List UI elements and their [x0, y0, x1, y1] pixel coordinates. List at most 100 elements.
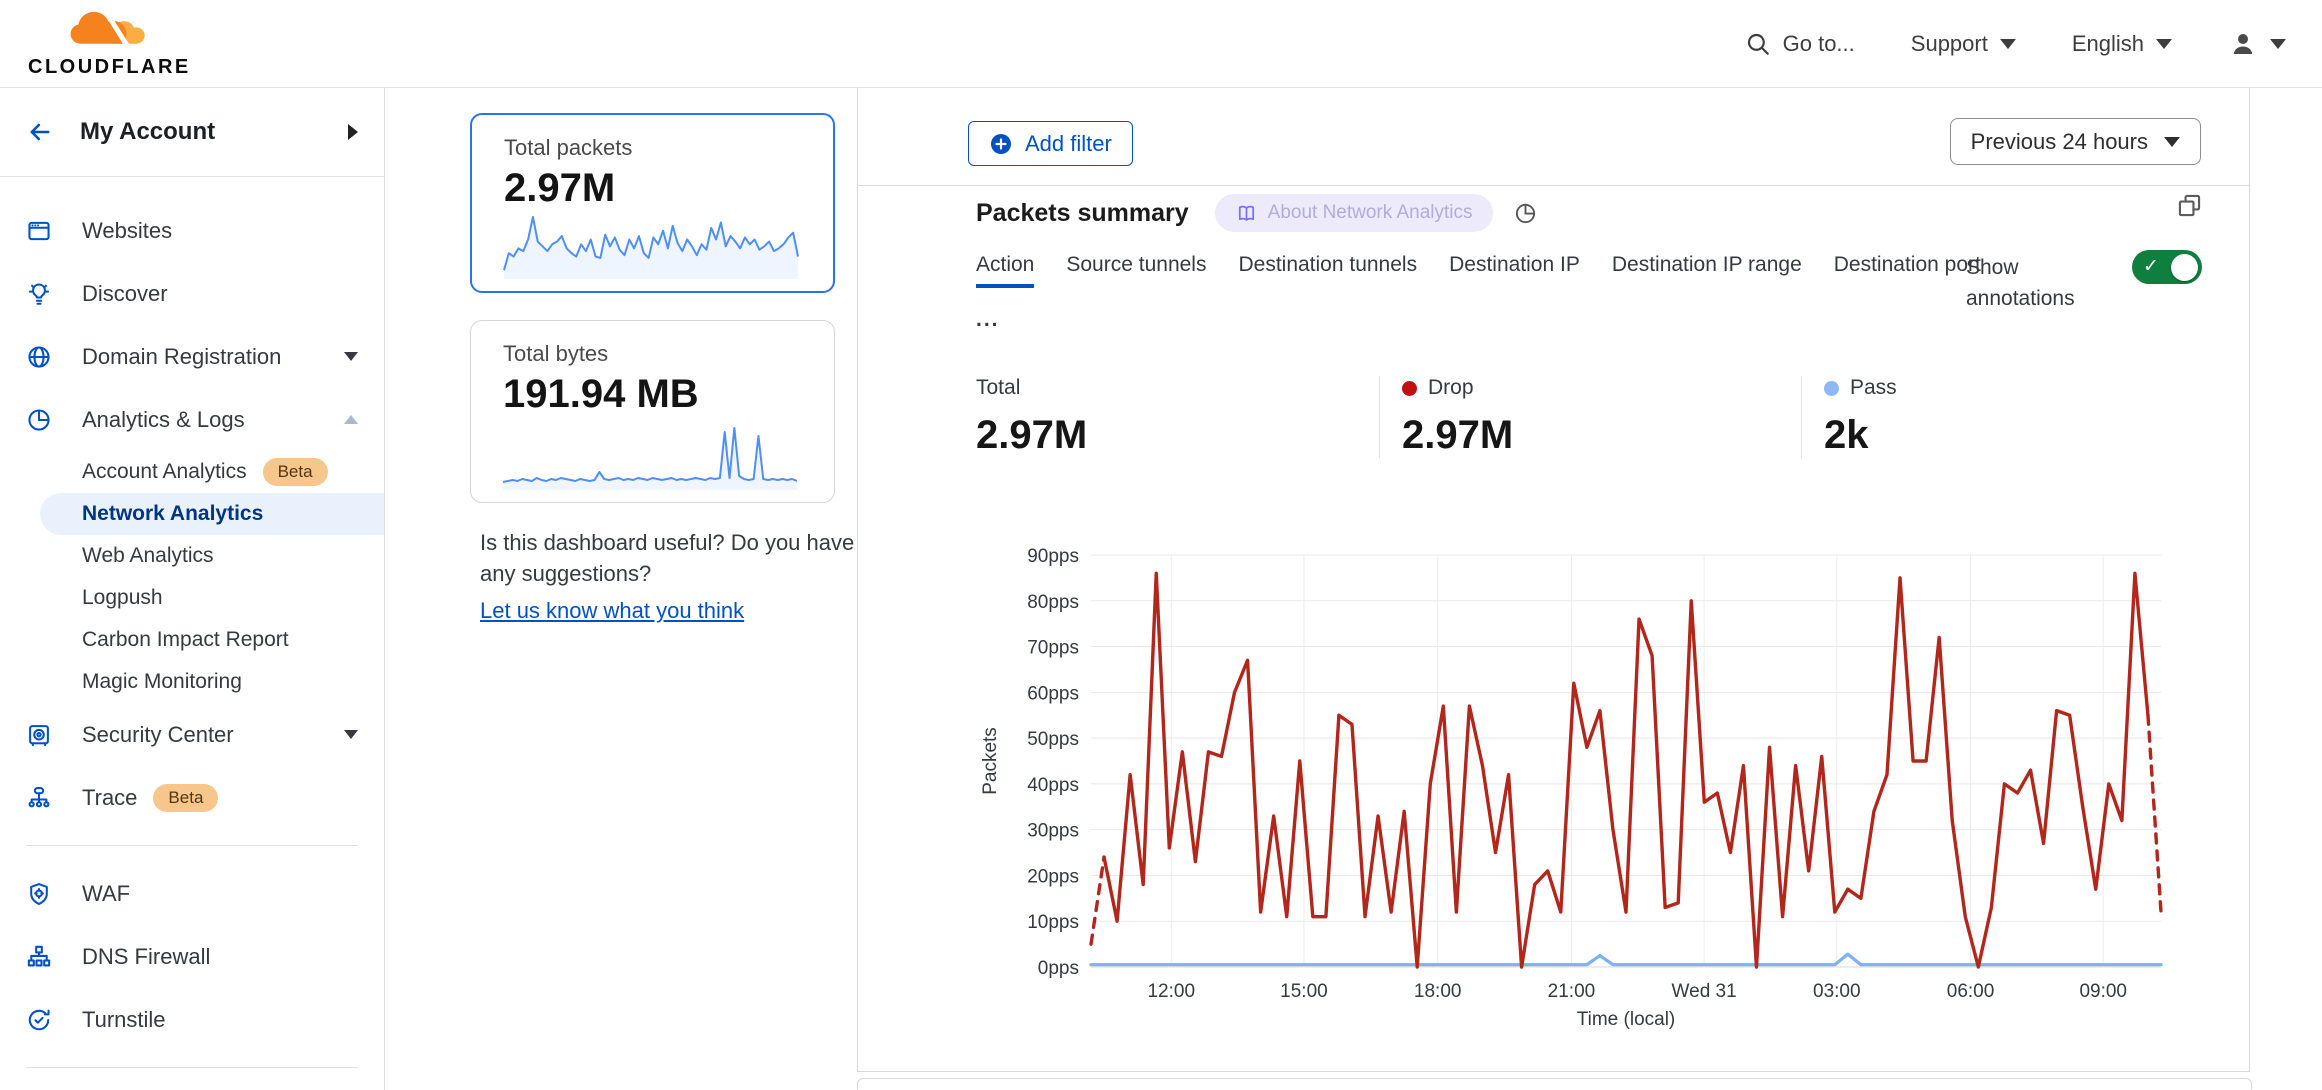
sidebar-item-account-analytics[interactable]: Account Analytics Beta: [0, 451, 384, 493]
svg-text:20pps: 20pps: [1027, 866, 1079, 887]
stat-pass: Pass 2k: [1801, 376, 2201, 458]
language-label: English: [2071, 30, 2144, 56]
sidebar-nav: Websites Discover Domain Registration Analy…: [0, 177, 384, 1090]
sidebar-item-analytics-logs[interactable]: Analytics & Logs: [0, 388, 384, 451]
about-pill-label: About Network Analytics: [1267, 202, 1473, 223]
back-arrow-icon[interactable]: [26, 118, 54, 146]
stats-row: Total 2.97M Drop 2.97M Pass 2k: [976, 376, 2201, 458]
svg-text:12:00: 12:00: [1147, 981, 1195, 1002]
chevron-down-icon: [1999, 38, 2016, 49]
svg-text:Wed 31: Wed 31: [1672, 981, 1737, 1002]
language-menu[interactable]: English: [2072, 31, 2172, 57]
tab-action[interactable]: Action: [976, 253, 1035, 288]
tab-destination-ip-range[interactable]: Destination IP range: [1611, 253, 1802, 276]
total-packets-card[interactable]: Total packets 2.97M: [470, 113, 835, 293]
sidebar-item-network-analytics[interactable]: Network Analytics: [40, 493, 384, 535]
sidebar-item-web-analytics[interactable]: Web Analytics: [0, 535, 384, 577]
sidebar-item-label: Web Analytics: [82, 544, 214, 567]
total-packets-title: Total packets: [504, 135, 633, 160]
feedback-block: Is this dashboard useful? Do you have an…: [480, 527, 870, 626]
sidebar-item-partial[interactable]: [0, 1084, 384, 1090]
stat-value: 2k: [1824, 413, 1869, 457]
svg-text:15:00: 15:00: [1280, 981, 1328, 1002]
sidebar-item-label: Analytics & Logs: [82, 406, 245, 432]
sidebar-item-trace[interactable]: Trace Beta: [0, 766, 384, 829]
globe-icon: [26, 344, 52, 370]
tab-destination-tunnels[interactable]: Destination tunnels: [1238, 253, 1418, 276]
tab-source-tunnels[interactable]: Source tunnels: [1066, 253, 1207, 276]
sidebar-item-websites[interactable]: Websites: [0, 199, 384, 262]
sidebar-item-label: Trace: [82, 784, 138, 810]
svg-text:40pps: 40pps: [1027, 775, 1079, 796]
svg-text:03:00: 03:00: [1813, 981, 1861, 1002]
svg-text:80pps: 80pps: [1027, 592, 1079, 613]
check-icon: ✓: [2143, 256, 2159, 277]
stat-label-text: Pass: [1850, 376, 1897, 399]
tab-destination-port[interactable]: Destination port: [1833, 253, 1981, 276]
about-network-analytics-pill[interactable]: About Network Analytics: [1214, 194, 1493, 232]
panel-title: Packets summary: [976, 198, 1189, 227]
sidebar-divider: [26, 845, 358, 846]
svg-text:60pps: 60pps: [1027, 683, 1079, 704]
sidebar-item-turnstile[interactable]: Turnstile: [0, 988, 384, 1051]
stat-drop: Drop 2.97M: [1379, 376, 1801, 458]
trace-icon: [26, 785, 52, 811]
cloudflare-logo[interactable]: CLOUDFLARE: [28, 8, 191, 79]
svg-text:0pps: 0pps: [1038, 958, 1079, 979]
search-icon: [1745, 31, 1771, 57]
svg-text:06:00: 06:00: [1947, 981, 1995, 1002]
panel-header: Packets summary About Network Analytics: [976, 194, 1538, 232]
add-filter-button[interactable]: Add filter: [968, 121, 1133, 166]
chevron-right-icon[interactable]: [348, 124, 358, 140]
show-annotations-toggle[interactable]: ✓: [2132, 250, 2202, 284]
pie-view-icon[interactable]: [1513, 201, 1538, 226]
show-annotations-label: Show annotations: [1966, 256, 2075, 310]
expand-panel-icon[interactable]: [2176, 192, 2203, 219]
add-filter-label: Add filter: [1025, 130, 1112, 156]
chevron-down-icon: [2164, 136, 2180, 147]
bulb-icon: [26, 281, 52, 307]
sidebar-item-label: Domain Registration: [82, 343, 282, 369]
sidebar-item-label: WAF: [82, 880, 131, 906]
dimension-tabs: Action Source tunnels Destination tunnels D…: [976, 253, 1986, 343]
sidebar-item-label: Magic Monitoring: [82, 670, 242, 693]
sidebar-item-dns-firewall[interactable]: DNS Firewall: [0, 925, 384, 988]
time-range-select[interactable]: Previous 24 hours: [1949, 118, 2201, 165]
support-menu[interactable]: Support: [1911, 31, 2016, 57]
packets-time-series-chart[interactable]: 0pps 10pps 20pps 30pps 40pps 50pps 60pps 70pps 8…: [941, 535, 2251, 1045]
browser-icon: [26, 218, 52, 244]
book-icon: [1235, 202, 1258, 225]
go-to-label: Go to...: [1782, 30, 1855, 56]
total-bytes-value: 191.94 MB: [503, 372, 699, 416]
sidebar-item-domain-registration[interactable]: Domain Registration: [0, 325, 384, 388]
tab-more[interactable]: ...: [976, 308, 1000, 331]
tab-destination-ip[interactable]: Destination IP: [1449, 253, 1580, 276]
toggle-knob: [2171, 253, 2198, 281]
svg-text:10pps: 10pps: [1027, 912, 1079, 933]
time-range-label: Previous 24 hours: [1970, 128, 2148, 154]
sidebar-item-logpush[interactable]: Logpush: [0, 577, 384, 619]
sidebar-item-waf[interactable]: WAF: [0, 862, 384, 925]
total-bytes-card[interactable]: Total bytes 191.94 MB: [470, 320, 835, 503]
chevron-up-icon[interactable]: [344, 415, 358, 424]
account-menu[interactable]: [2228, 29, 2286, 59]
chevron-down-icon: [2270, 38, 2286, 49]
support-label: Support: [1910, 30, 1988, 56]
sidebar-item-security-center[interactable]: Security Center: [0, 703, 384, 766]
sidebar-item-magic-monitoring[interactable]: Magic Monitoring: [0, 661, 384, 703]
sidebar-item-discover[interactable]: Discover: [0, 262, 384, 325]
dns-icon: [26, 944, 52, 970]
safe-icon: [26, 722, 52, 748]
chevron-down-icon[interactable]: [344, 352, 358, 361]
feedback-link[interactable]: Let us know what you think: [480, 598, 745, 623]
sidebar-item-label: Websites: [82, 217, 173, 243]
chevron-down-icon[interactable]: [344, 730, 358, 739]
top-header: CLOUDFLARE Go to... Support English: [0, 0, 2322, 88]
sidebar-divider: [26, 1067, 358, 1068]
sidebar-item-label: DNS Firewall: [82, 943, 211, 969]
go-to-search[interactable]: Go to...: [1745, 31, 1855, 57]
account-row[interactable]: My Account: [0, 88, 384, 177]
drop-legend-dot: [1402, 380, 1417, 396]
sidebar-item-carbon-impact-report[interactable]: Carbon Impact Report: [0, 619, 384, 661]
pass-legend-dot: [1824, 380, 1839, 396]
